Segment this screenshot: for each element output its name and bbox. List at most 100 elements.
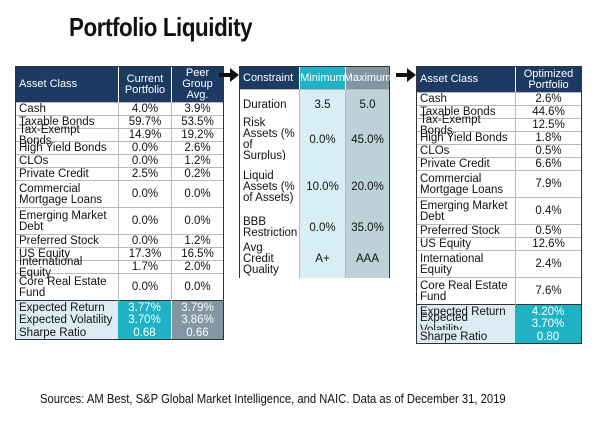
row-label: High Yield Bonds	[420, 132, 508, 144]
cell-value: 45.0%	[345, 120, 389, 160]
cell-value: 59.7%	[118, 116, 171, 129]
row-label: Preferred Stock	[420, 225, 500, 237]
cell-value: 44.6%	[515, 106, 581, 119]
table-row: Taxable Bonds 59.7% 53.5%	[16, 115, 223, 129]
cell-value: 3.5	[299, 90, 345, 120]
table-row: Risk Assets (% of Surplus) 0.0% 45.0%	[240, 117, 389, 162]
table-row: Tax-Exempt Bonds 12.5%	[417, 113, 581, 137]
row-label: International Equity	[420, 252, 484, 276]
summary-value: 0.80	[515, 330, 581, 343]
cell-value: 1.7%	[118, 261, 171, 274]
summary-label: Sharpe Ratio	[16, 326, 118, 339]
row-label: Private Credit	[19, 168, 89, 180]
table-row: US Equity 12.6%	[417, 237, 581, 251]
table-row: Private Credit 2.5% 0.2%	[16, 167, 223, 181]
summary-value: 0.68	[118, 326, 171, 339]
page-title: Portfolio Liquidity	[69, 12, 253, 42]
cell-value: 0.0%	[171, 181, 223, 208]
row-label: Core Real Estate Fund	[19, 275, 107, 299]
summary-label: Expected Volatility	[16, 313, 118, 326]
summary-label: Expected Return	[16, 301, 118, 314]
column-header: Asset Class	[19, 78, 78, 90]
column-header: Peer Group Avg.	[171, 67, 223, 102]
table-row: Preferred Stock 0.0% 1.2%	[16, 234, 223, 248]
table-row: International Equity 1.7% 2.0%	[16, 255, 223, 279]
table-row: Duration 3.5 5.0	[240, 89, 389, 120]
summary-value: 3.86%	[171, 313, 223, 326]
table-row: Core Real Estate Fund 0.0% 0.0%	[16, 273, 223, 301]
row-label: US Equity	[19, 248, 71, 260]
row-label: BBB Restriction	[240, 215, 299, 241]
summary-label: Sharpe Ratio	[417, 330, 515, 343]
summary-row: Expected Return 3.77% 3.79%	[16, 300, 223, 314]
cell-value: 5.0	[345, 90, 389, 120]
optimized-portfolio-table: Asset Class Optimized Portfolio Cash 2.6% Ta…	[416, 66, 582, 344]
table-row: Tax-Exempt Bonds 14.9% 19.2%	[16, 123, 223, 147]
row-label: Tax-Exempt Bonds	[19, 123, 80, 147]
source-note: Sources: AM Best, S&P Global Market Inte…	[40, 392, 506, 406]
cell-value: 3.9%	[171, 103, 223, 116]
table-row: Cash 2.6%	[417, 92, 581, 106]
column-header: Minimum	[299, 67, 345, 89]
cell-value: A+	[299, 241, 345, 278]
row-label: Commercial Mortgage Loans	[420, 172, 504, 196]
row-label: CLOs	[420, 145, 450, 157]
table-row: Core Real Estate Fund 7.6%	[417, 277, 581, 305]
cell-value: 16.5%	[171, 248, 223, 261]
table-row: High Yield Bonds 1.8%	[417, 131, 581, 145]
summary-value: 3.77%	[118, 301, 171, 314]
cell-value: 1.2%	[171, 235, 223, 248]
column-header: Constraint	[243, 71, 294, 84]
row-label: Commercial Mortgage Loans	[19, 182, 103, 206]
cell-value: 0.0%	[118, 181, 171, 208]
cell-value: 0.0%	[171, 208, 223, 235]
summary-row: Expected Volatility 3.70% 3.86%	[16, 313, 223, 326]
cell-value: 7.9%	[515, 171, 581, 198]
table-header: Constraint Minimum Maximum	[240, 67, 391, 89]
table-row: Emerging Market Debt 0.4%	[417, 197, 581, 225]
cell-value: 0.0%	[171, 274, 223, 301]
cell-value: 4.0%	[118, 103, 171, 116]
summary-value: 4.20%	[515, 305, 581, 318]
column-header: Maximum	[344, 67, 391, 89]
current-portfolio-table: Asset Class Current Portfolio Peer Group A…	[15, 66, 224, 340]
row-label: International Equity	[19, 255, 83, 279]
summary-label: Expected Return	[417, 305, 515, 318]
table-row: Emerging Market Debt 0.0% 0.0%	[16, 207, 223, 235]
cell-value: 0.0%	[118, 274, 171, 301]
cell-value: 35.0%	[345, 215, 389, 241]
column-header: Asset Class	[420, 73, 479, 85]
cell-value: 2.6%	[171, 142, 223, 155]
cell-value: 7.6%	[515, 278, 581, 305]
cell-value: 0.5%	[515, 225, 581, 238]
table-row: CLOs 0.5%	[417, 144, 581, 158]
summary-row: Expected Return 4.20%	[417, 304, 581, 318]
cell-value: 2.6%	[515, 93, 581, 106]
cell-value: AAA	[345, 241, 389, 278]
cell-value: 12.6%	[515, 238, 581, 251]
table-row: Private Credit 6.6%	[417, 157, 581, 171]
cell-value: 12.5%	[515, 119, 581, 132]
summary-value: 3.79%	[171, 301, 223, 314]
cell-value: 2.4%	[515, 251, 581, 278]
column-header: Optimized Portfolio	[515, 67, 581, 92]
row-label: Risk Assets (% of Surplus)	[240, 117, 299, 162]
row-label: Avg Credit Quality	[240, 241, 299, 278]
cell-value: 20.0%	[345, 160, 389, 215]
cell-value: 0.5%	[515, 145, 581, 158]
cell-value: 0.0%	[118, 142, 171, 155]
arrow-right-icon	[396, 68, 416, 82]
row-label: Duration	[240, 90, 299, 120]
row-label: Liquid Assets (% of Assets)	[240, 160, 299, 215]
summary-value: 3.70%	[118, 313, 171, 326]
table-row: Commercial Mortgage Loans 0.0% 0.0%	[16, 180, 223, 208]
cell-value: 14.9%	[118, 129, 171, 142]
cell-value: 0.0%	[118, 208, 171, 235]
row-label: Tax-Exempt Bonds	[420, 113, 481, 137]
constraints-table: Constraint Minimum Maximum Duration 3.5 5.0 Ri…	[239, 66, 391, 278]
cell-value: 0.2%	[171, 168, 223, 181]
summary-value: 0.66	[171, 326, 223, 339]
cell-value: 1.8%	[515, 132, 581, 145]
arrow-right-icon	[219, 68, 239, 82]
summary-row: Sharpe Ratio 0.80	[417, 330, 581, 343]
